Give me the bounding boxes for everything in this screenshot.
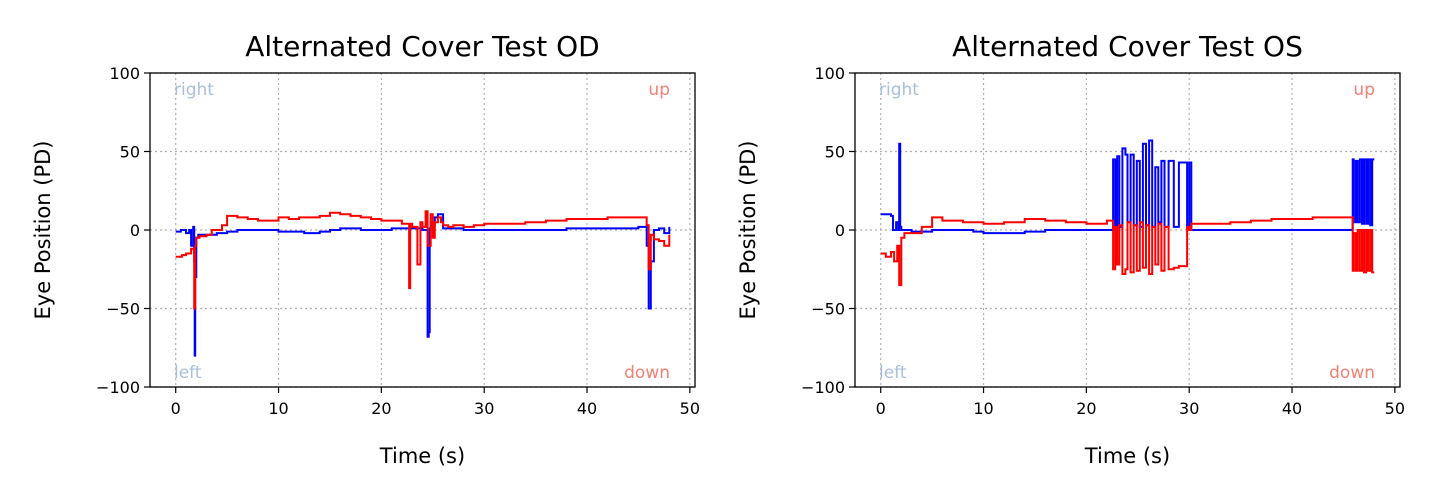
chart-title: Alternated Cover Test OD (245, 30, 599, 63)
x-tick-label: 20 (1076, 399, 1096, 418)
y-tick-label: −100 (801, 378, 845, 397)
direction-label-down: down (1329, 363, 1375, 383)
chart-title: Alternated Cover Test OS (952, 30, 1303, 63)
x-tick-label: 50 (1385, 399, 1405, 418)
y-tick-label: 0 (835, 221, 845, 240)
y-axis-label: Eye Position (PD) (736, 141, 760, 320)
x-tick-label: 40 (1282, 399, 1302, 418)
y-tick-label: −100 (96, 378, 140, 397)
x-tick-label: 40 (577, 399, 597, 418)
x-axis-label: Time (s) (379, 444, 465, 468)
direction-label-right: right (879, 80, 919, 100)
chart-panel-od: 0 10 20 30 40 50 −100 −50 0 50 100 right up left down A… (31, 30, 700, 468)
vertical-position-series-line (175, 210, 671, 310)
y-tick-label: 100 (814, 64, 845, 83)
x-tick-label: 30 (474, 399, 494, 418)
x-tick-label: 0 (876, 399, 886, 418)
x-tick-label: 0 (171, 399, 181, 418)
chart-panel-os: 0 10 20 30 40 50 −100 −50 0 50 100 right up left down A… (736, 30, 1405, 468)
y-tick-label: −50 (811, 300, 845, 319)
direction-label-left: left (879, 363, 907, 383)
x-tick-label: 30 (1179, 399, 1199, 418)
direction-label-up: up (648, 80, 670, 100)
direction-label-left: left (174, 363, 202, 383)
x-tick-label: 10 (268, 399, 288, 418)
y-tick-label: 50 (825, 143, 845, 162)
horizontal-position-series-line (880, 139, 1375, 235)
y-tick-label: 100 (109, 64, 140, 83)
horizontal-position-series-line (175, 213, 671, 357)
y-tick-label: 50 (120, 143, 140, 162)
vertical-position-series-line (880, 216, 1375, 286)
y-tick-label: −50 (106, 300, 140, 319)
direction-label-down: down (624, 363, 670, 383)
direction-label-right: right (174, 80, 214, 100)
x-tick-label: 50 (680, 399, 700, 418)
y-tick-label: 0 (130, 221, 140, 240)
x-tick-label: 20 (371, 399, 391, 418)
y-axis-label: Eye Position (PD) (31, 141, 55, 320)
direction-label-up: up (1353, 80, 1375, 100)
x-axis-label: Time (s) (1084, 444, 1170, 468)
x-tick-label: 10 (973, 399, 993, 418)
